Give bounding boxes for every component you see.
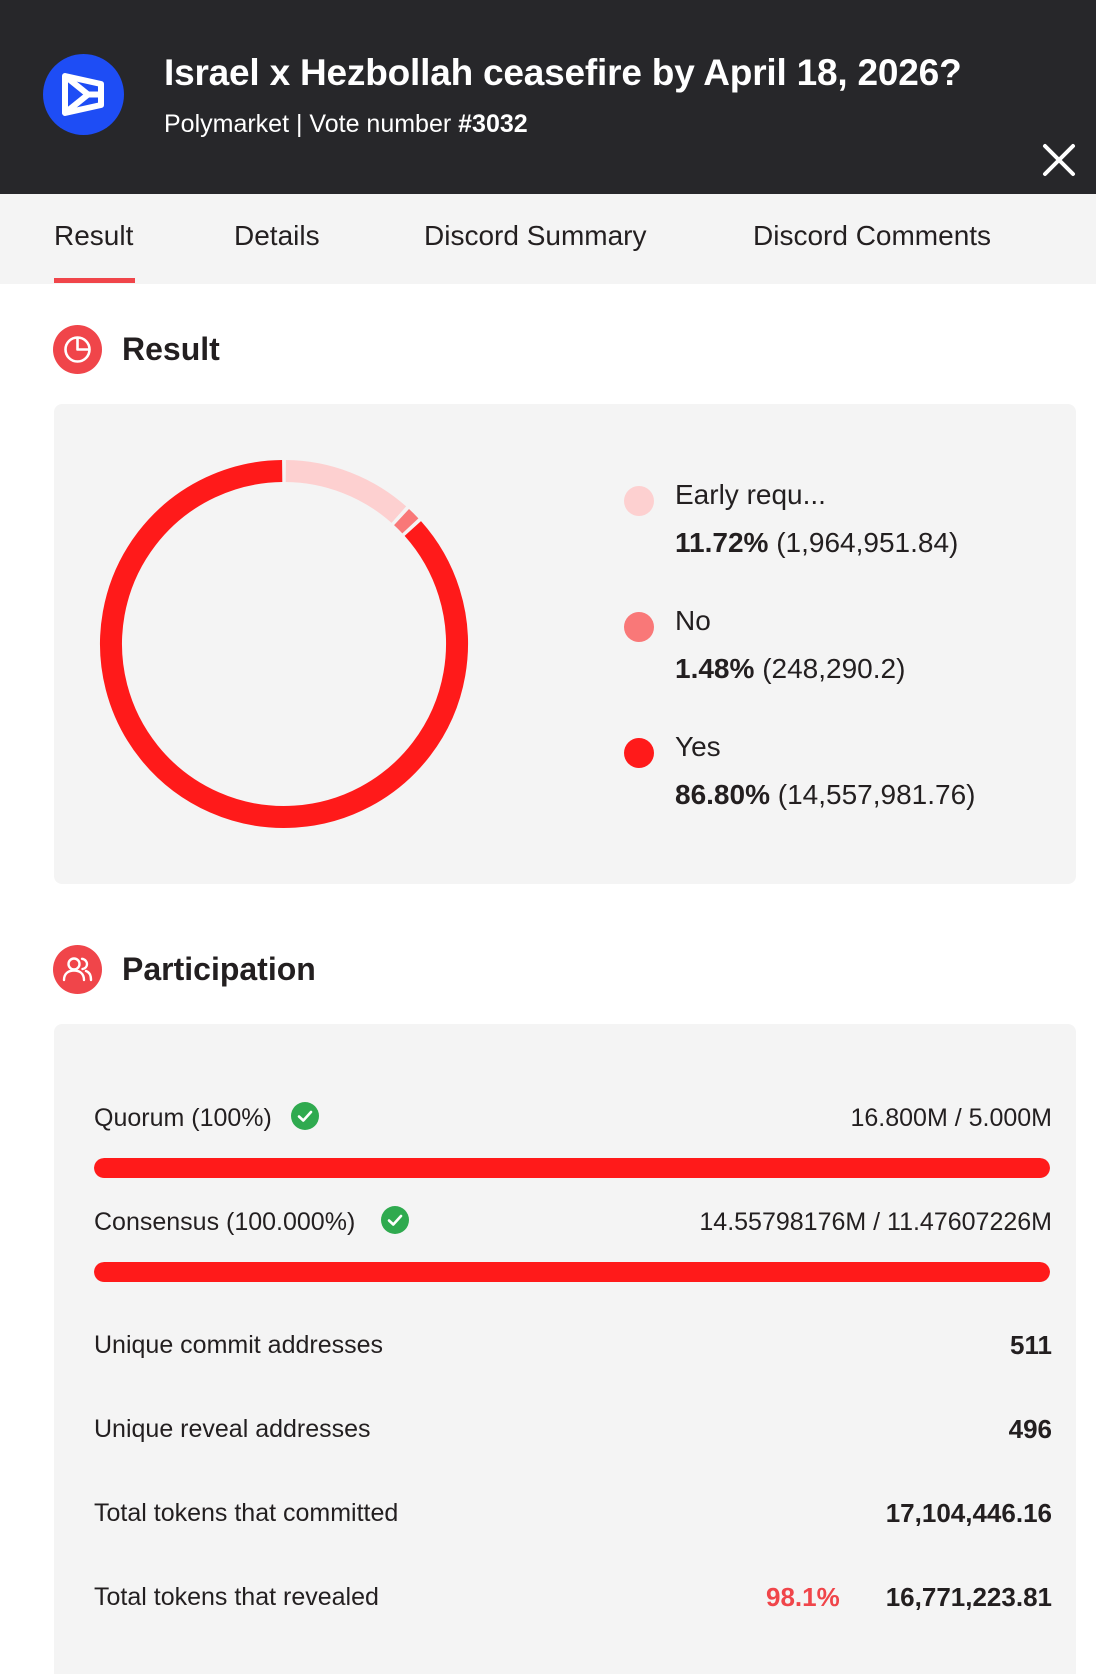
legend-item-yes: Yes 86.80% (14,557,981.76) bbox=[624, 726, 1064, 816]
donut-slice-early-request bbox=[285, 460, 407, 523]
legend-amount: (248,290.2) bbox=[762, 653, 906, 684]
legend-amount: (1,964,951.84) bbox=[776, 527, 959, 558]
stat-value-tokens-committed: 17,104,446.16 bbox=[885, 1498, 1052, 1528]
header: Israel x Hezbollah ceasefire by April 18… bbox=[0, 0, 1096, 194]
legend-name-no: No bbox=[675, 605, 711, 636]
participation-section-title: Participation bbox=[122, 951, 316, 987]
vote-number: #3032 bbox=[458, 110, 528, 138]
vote-subtitle: Polymarket | Vote number #3032 bbox=[164, 110, 528, 139]
check-circle-icon bbox=[381, 1206, 409, 1234]
legend-value-early-request: 11.72% (1,964,951.84) bbox=[675, 527, 958, 559]
tab-discord-comments[interactable]: Discord Comments bbox=[753, 220, 992, 251]
result-donut-chart bbox=[100, 460, 468, 828]
legend-dot-yes bbox=[624, 738, 654, 768]
legend-percent: 1.48% bbox=[675, 653, 755, 684]
vote-source: Polymarket | Vote number bbox=[164, 110, 459, 138]
stat-value-commit-addresses: 511 bbox=[1010, 1330, 1052, 1360]
stat-value-tokens-revealed: 16,771,223.81 bbox=[885, 1582, 1052, 1612]
participation-section-header: Participation bbox=[53, 945, 653, 997]
legend-value-no: 1.48% (248,290.2) bbox=[675, 653, 905, 685]
pie-chart-icon bbox=[53, 325, 102, 374]
consensus-progress-bar bbox=[94, 1262, 1050, 1282]
stat-value-reveal-addresses: 496 bbox=[1008, 1414, 1052, 1444]
legend-percent: 86.80% bbox=[675, 779, 770, 810]
result-section-header: Result bbox=[53, 325, 653, 377]
stat-label-reveal-addresses: Unique reveal addresses bbox=[94, 1415, 371, 1443]
active-tab-indicator bbox=[54, 278, 135, 283]
stat-label-tokens-committed: Total tokens that committed bbox=[94, 1499, 399, 1527]
users-icon bbox=[53, 945, 102, 994]
tab-result[interactable]: Result bbox=[54, 220, 134, 251]
quorum-progress-bar bbox=[94, 1158, 1050, 1178]
stat-label-commit-addresses: Unique commit addresses bbox=[94, 1331, 384, 1359]
tab-details[interactable]: Details bbox=[234, 220, 320, 251]
page-title: Israel x Hezbollah ceasefire by April 18… bbox=[164, 52, 962, 93]
close-icon[interactable] bbox=[1040, 141, 1078, 179]
donut-slice-no bbox=[393, 508, 419, 534]
quorum-progress-fill bbox=[94, 1158, 1050, 1178]
legend-name-yes: Yes bbox=[675, 731, 721, 762]
legend-amount: (14,557,981.76) bbox=[777, 779, 976, 810]
result-section-title: Result bbox=[122, 331, 220, 367]
stat-percent-tokens-revealed: 98.1% bbox=[766, 1582, 840, 1612]
participation-card: Quorum (100%) 16.800M / 5.000M Consensus… bbox=[54, 1024, 1076, 1674]
tab-bar: Result Details Discord Summary Discord C… bbox=[0, 194, 1096, 284]
legend-value-yes: 86.80% (14,557,981.76) bbox=[675, 779, 975, 811]
check-circle-icon bbox=[291, 1102, 319, 1130]
legend-name-early-request: Early requ... bbox=[675, 479, 826, 510]
quorum-label: Quorum (100%) bbox=[94, 1104, 272, 1132]
legend-dot-no bbox=[624, 612, 654, 642]
tab-discord-summary[interactable]: Discord Summary bbox=[424, 220, 647, 251]
quorum-value: 16.800M / 5.000M bbox=[850, 1104, 1052, 1132]
stat-label-tokens-revealed: Total tokens that revealed bbox=[94, 1583, 379, 1611]
result-card: Early requ... 11.72% (1,964,951.84) No 1… bbox=[54, 404, 1076, 884]
consensus-label: Consensus (100.000%) bbox=[94, 1208, 356, 1236]
legend-dot-early-request bbox=[624, 486, 654, 516]
uma-logo-icon bbox=[43, 54, 124, 135]
donut-slice-yes bbox=[100, 460, 468, 828]
consensus-value: 14.55798176M / 11.47607226M bbox=[699, 1208, 1052, 1236]
legend-item-early-request: Early requ... 11.72% (1,964,951.84) bbox=[624, 474, 1064, 564]
legend-item-no: No 1.48% (248,290.2) bbox=[624, 600, 1064, 690]
consensus-progress-fill bbox=[94, 1262, 1050, 1282]
legend-percent: 11.72% bbox=[675, 527, 769, 558]
